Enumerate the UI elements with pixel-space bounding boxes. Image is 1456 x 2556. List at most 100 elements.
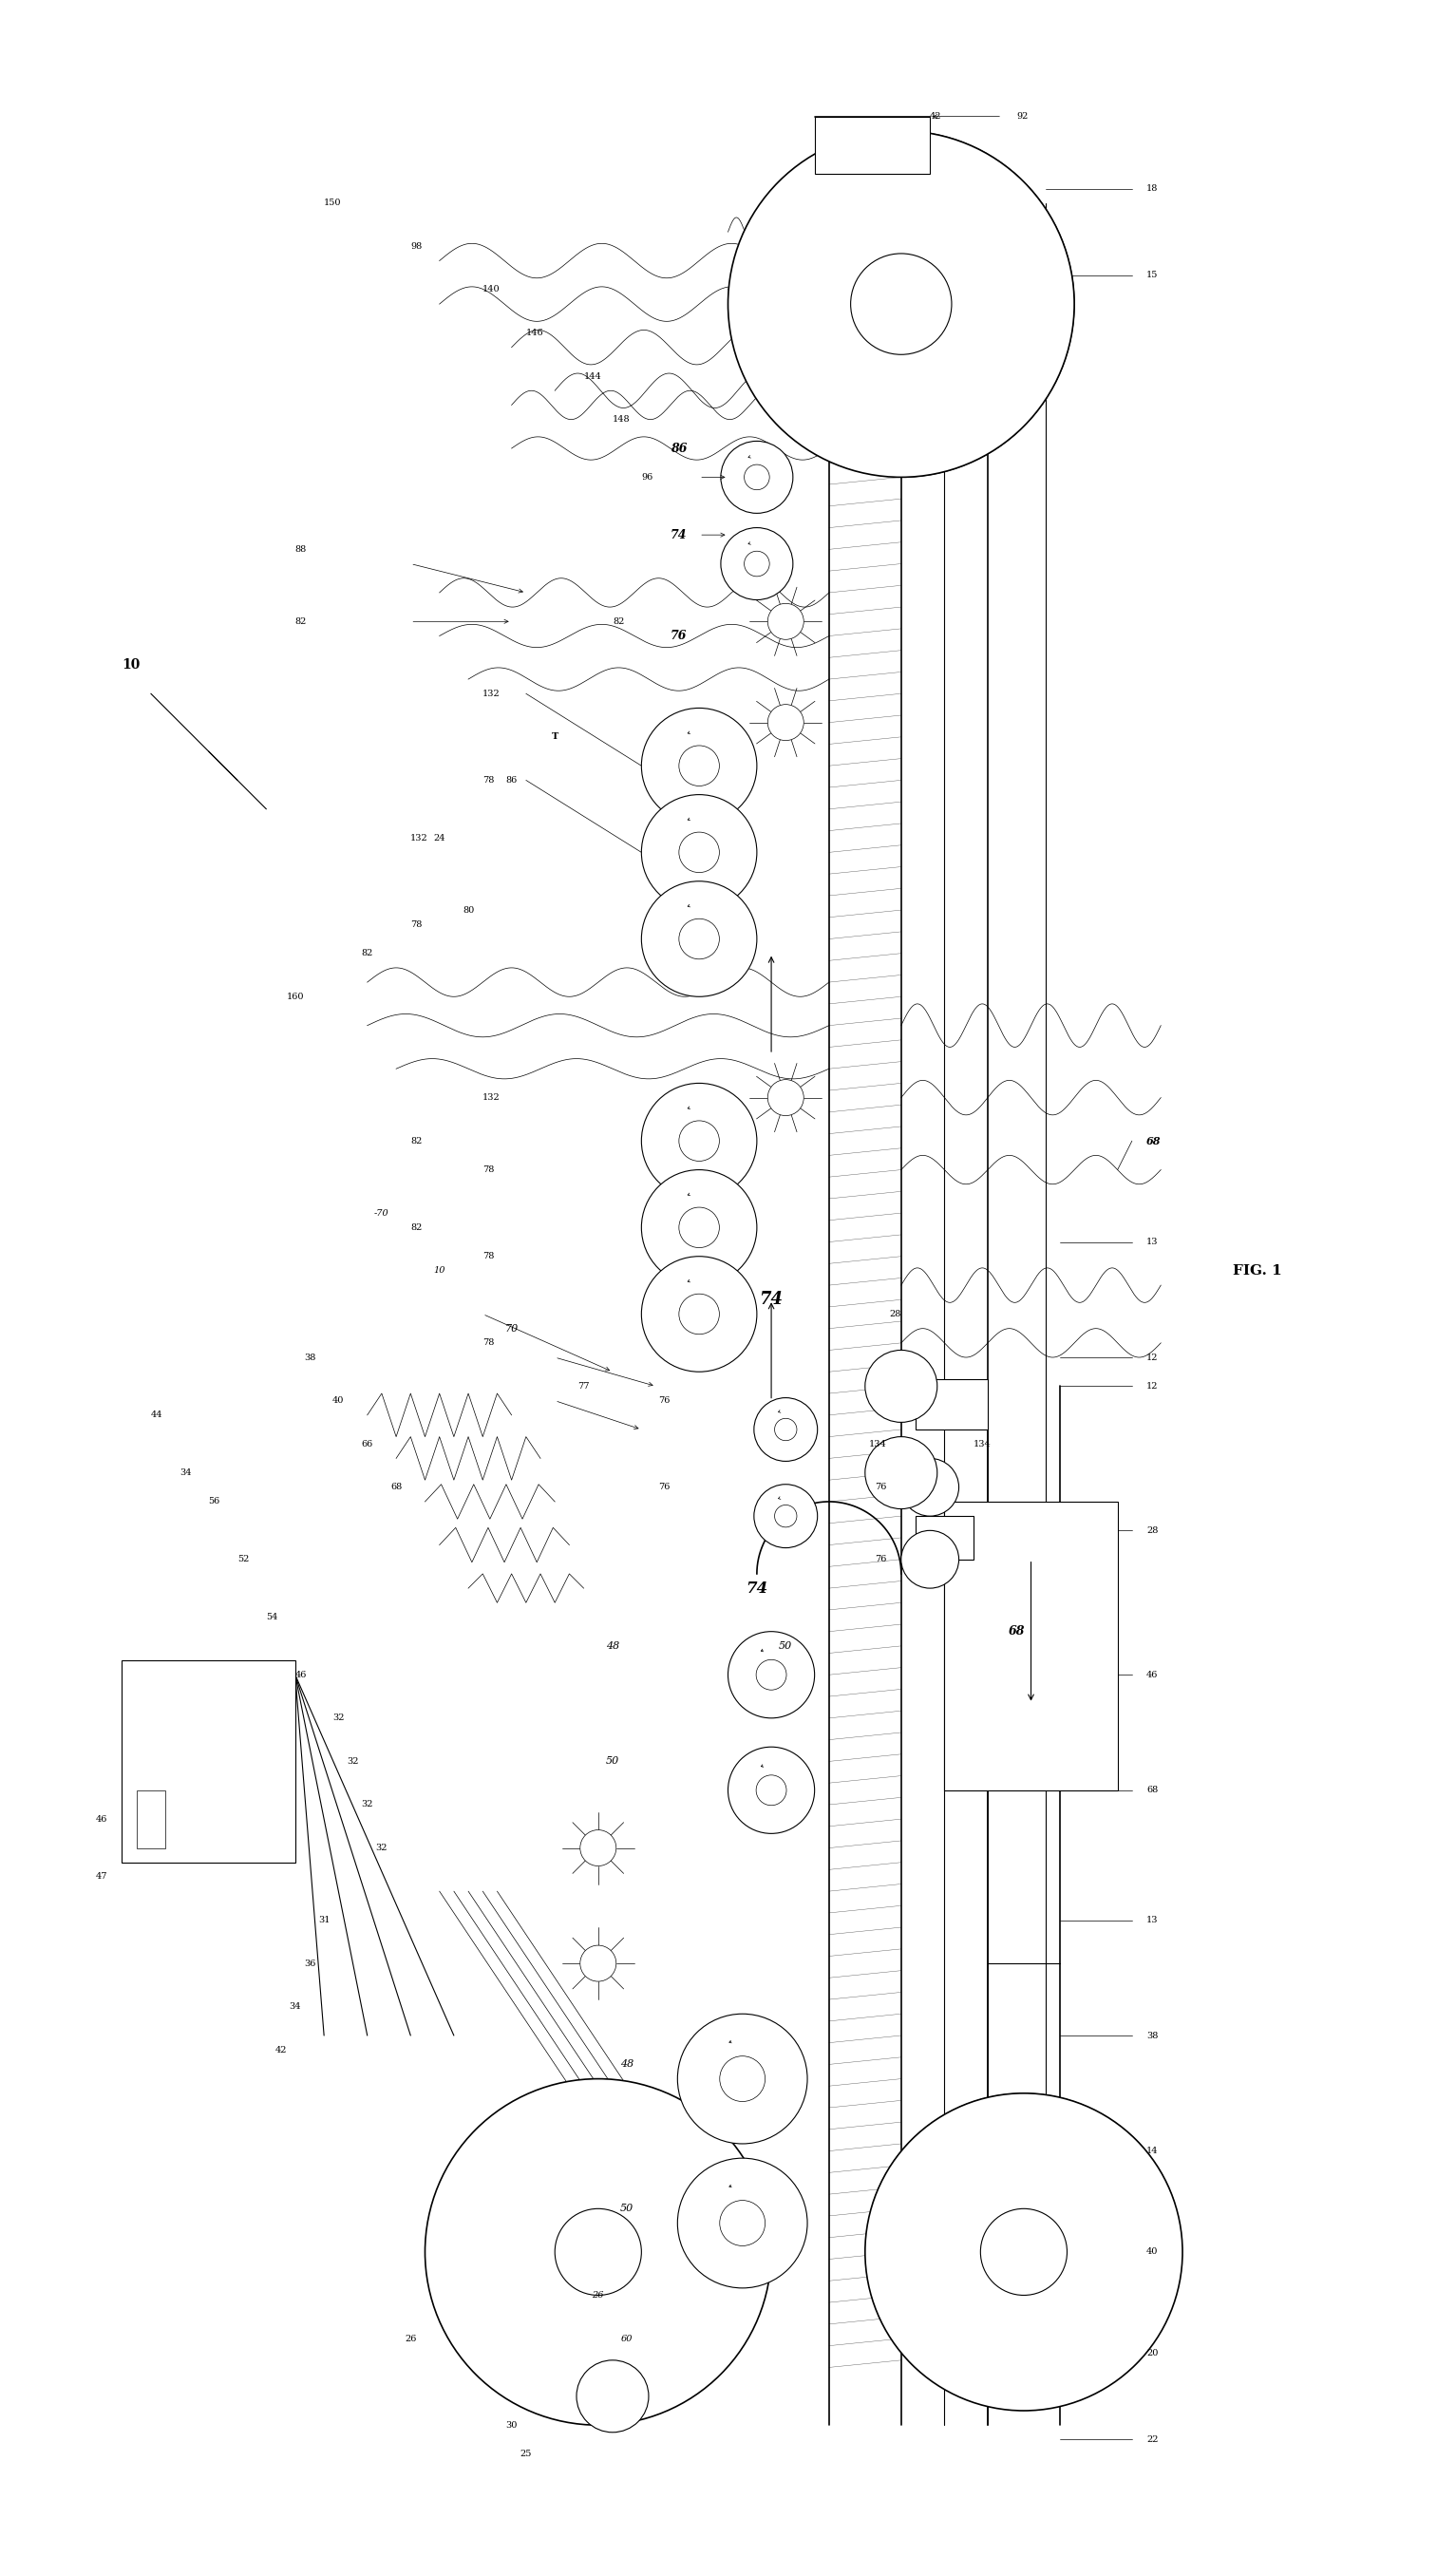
Text: 78: 78 — [411, 920, 422, 928]
Text: 80: 80 — [463, 905, 475, 915]
Text: T: T — [552, 734, 558, 741]
Text: FIG. 1: FIG. 1 — [1233, 1265, 1283, 1278]
Bar — [122, 1661, 296, 1863]
Text: 31: 31 — [317, 1917, 331, 1925]
Text: 86: 86 — [670, 442, 687, 455]
Circle shape — [678, 1206, 719, 1247]
Text: 76: 76 — [875, 1482, 887, 1493]
Text: 34: 34 — [179, 1470, 192, 1477]
Circle shape — [744, 465, 769, 491]
Text: 150: 150 — [325, 199, 342, 207]
Text: 44: 44 — [151, 1411, 163, 1419]
Circle shape — [555, 2208, 642, 2295]
Text: 48: 48 — [606, 1641, 619, 1651]
Circle shape — [677, 2014, 808, 2144]
Text: 40: 40 — [1146, 2247, 1158, 2257]
Text: 74: 74 — [745, 1580, 767, 1598]
Text: 10: 10 — [122, 657, 140, 672]
Text: 134: 134 — [973, 1439, 992, 1449]
Text: 15: 15 — [1146, 271, 1158, 279]
Text: 76: 76 — [658, 1396, 670, 1406]
Circle shape — [677, 2157, 808, 2288]
Text: 32: 32 — [376, 1843, 387, 1853]
Circle shape — [850, 253, 952, 355]
Text: 42: 42 — [275, 2045, 287, 2055]
Bar — [814, 118, 930, 174]
Circle shape — [775, 1505, 796, 1526]
Text: 82: 82 — [613, 616, 625, 626]
Text: 160: 160 — [287, 992, 304, 1002]
Text: 78: 78 — [483, 1339, 495, 1347]
Bar — [137, 1789, 166, 1848]
Circle shape — [678, 1120, 719, 1160]
Text: 140: 140 — [483, 286, 501, 294]
Text: 32: 32 — [361, 1799, 373, 1810]
Text: 76: 76 — [875, 1554, 887, 1564]
Text: 78: 78 — [483, 1252, 495, 1260]
Circle shape — [642, 1258, 757, 1373]
Text: 50: 50 — [620, 2203, 633, 2213]
Text: 77: 77 — [578, 1383, 590, 1390]
Text: 48: 48 — [620, 2060, 633, 2070]
Text: 25: 25 — [520, 2449, 531, 2459]
Text: 148: 148 — [613, 414, 630, 424]
Text: 132: 132 — [483, 690, 501, 698]
Circle shape — [767, 603, 804, 639]
Text: 14: 14 — [1146, 2147, 1159, 2155]
Circle shape — [901, 1531, 960, 1587]
Text: 40: 40 — [332, 1396, 344, 1406]
Text: 132: 132 — [411, 833, 428, 841]
Circle shape — [678, 746, 719, 787]
Circle shape — [719, 2201, 766, 2247]
Text: 134: 134 — [869, 1439, 887, 1449]
Bar — [916, 1380, 987, 1429]
Text: 26: 26 — [593, 2290, 604, 2300]
Circle shape — [980, 2208, 1067, 2295]
Bar — [945, 1500, 1118, 1789]
Text: 46: 46 — [1146, 1672, 1158, 1679]
Text: 74: 74 — [670, 529, 687, 542]
Circle shape — [678, 1293, 719, 1334]
Circle shape — [577, 2359, 648, 2433]
Text: 13: 13 — [1146, 1917, 1159, 1925]
Text: 86: 86 — [505, 777, 517, 785]
Circle shape — [728, 130, 1075, 478]
Circle shape — [721, 527, 794, 601]
Text: 54: 54 — [266, 1613, 278, 1621]
Text: 12: 12 — [1146, 1352, 1159, 1362]
Text: 98: 98 — [411, 243, 422, 250]
Circle shape — [678, 833, 719, 872]
Text: 68: 68 — [1146, 1135, 1160, 1145]
Text: 24: 24 — [434, 833, 446, 841]
Circle shape — [901, 1459, 960, 1516]
Circle shape — [756, 1659, 786, 1690]
Text: 32: 32 — [332, 1715, 345, 1723]
Circle shape — [642, 1171, 757, 1286]
Circle shape — [754, 1485, 817, 1549]
Text: 70: 70 — [505, 1324, 518, 1334]
Text: 46: 46 — [296, 1672, 307, 1679]
Text: 66: 66 — [361, 1439, 373, 1449]
Circle shape — [767, 705, 804, 741]
Circle shape — [719, 2055, 766, 2101]
Circle shape — [642, 882, 757, 997]
Text: 34: 34 — [290, 2001, 301, 2012]
Text: 13: 13 — [1146, 1237, 1159, 1247]
Text: 46: 46 — [96, 1815, 108, 1822]
Text: 38: 38 — [304, 1352, 316, 1362]
Circle shape — [754, 1398, 817, 1462]
Text: 76: 76 — [658, 1482, 670, 1493]
Text: 132: 132 — [483, 1094, 501, 1102]
Text: 38: 38 — [1146, 2032, 1158, 2040]
Text: 74: 74 — [760, 1291, 783, 1309]
Circle shape — [865, 2093, 1182, 2410]
Text: 18: 18 — [1146, 184, 1158, 192]
Text: 47: 47 — [96, 1874, 108, 1881]
Text: 52: 52 — [237, 1554, 249, 1564]
Circle shape — [579, 1830, 616, 1866]
Text: 32: 32 — [347, 1756, 358, 1766]
Circle shape — [642, 708, 757, 823]
Circle shape — [756, 1774, 786, 1805]
Circle shape — [865, 1436, 938, 1508]
Text: 28: 28 — [890, 1309, 901, 1319]
